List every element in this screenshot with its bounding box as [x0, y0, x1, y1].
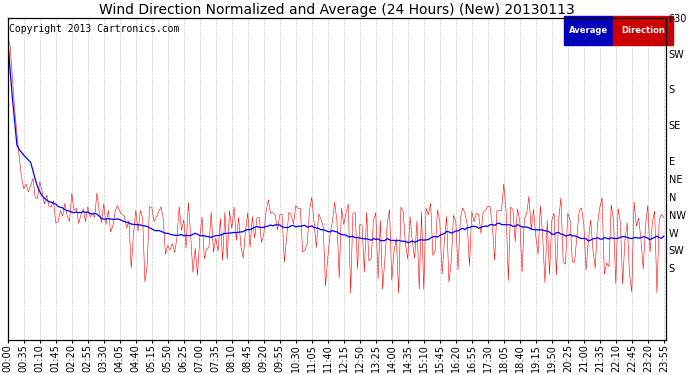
Title: Wind Direction Normalized and Average (24 Hours) (New) 20130113: Wind Direction Normalized and Average (2…: [99, 3, 575, 17]
FancyBboxPatch shape: [564, 16, 613, 45]
FancyBboxPatch shape: [613, 16, 673, 45]
Text: Direction: Direction: [621, 26, 665, 35]
Text: Average: Average: [569, 26, 609, 35]
Text: Copyright 2013 Cartronics.com: Copyright 2013 Cartronics.com: [9, 24, 179, 34]
